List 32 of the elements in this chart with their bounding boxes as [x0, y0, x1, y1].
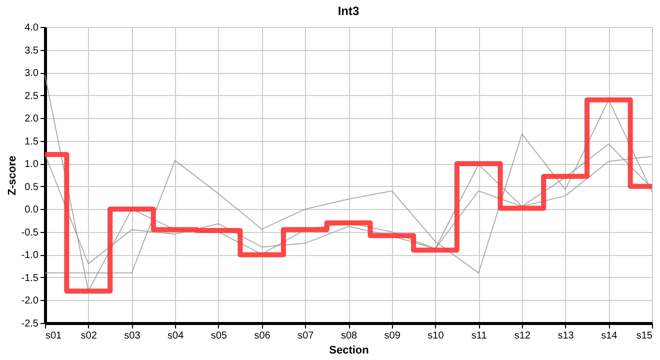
y-tick-label: -1.0 [21, 250, 39, 262]
y-tick-label: -1.5 [21, 272, 39, 284]
x-tick-label: s01 [46, 330, 62, 342]
y-tick-label: 4.0 [24, 22, 39, 34]
y-tick-label: 0.0 [24, 204, 39, 216]
x-tick-label: s12 [514, 330, 531, 342]
y-axis-title: Z-score [6, 156, 18, 196]
x-tick-label: s14 [601, 330, 618, 342]
x-tick-label: s07 [298, 330, 314, 342]
y-tick-label: 3.5 [24, 45, 39, 56]
x-tick-label: s09 [384, 330, 401, 342]
y-tick-label: 2.0 [24, 114, 39, 125]
y-tick-label: 1.5 [24, 136, 39, 148]
y-tick-label: 3.0 [24, 68, 39, 80]
x-axis-title: Section [329, 344, 370, 356]
chart-title: Int3 [338, 4, 360, 18]
y-tick-label: 1.0 [24, 159, 39, 170]
x-tick-label: s15 [636, 330, 653, 342]
x-tick-label: s11 [471, 330, 488, 342]
x-tick-label: s08 [340, 330, 358, 342]
x-tick-label: s03 [124, 330, 141, 342]
y-tick-label: -2.5 [21, 318, 39, 330]
x-tick-label: s10 [428, 330, 444, 342]
y-tick-label: 0.5 [24, 182, 39, 193]
x-tick-label: s13 [558, 330, 574, 342]
y-tick-label: 2.5 [24, 90, 39, 102]
x-tick-label: s02 [80, 330, 98, 342]
x-tick-label: s04 [168, 330, 184, 342]
y-tick-label: -2.0 [21, 296, 39, 307]
y-tick-label: -0.5 [21, 227, 39, 238]
x-tick-label: s06 [254, 330, 271, 342]
x-tick-label: s05 [210, 330, 228, 342]
